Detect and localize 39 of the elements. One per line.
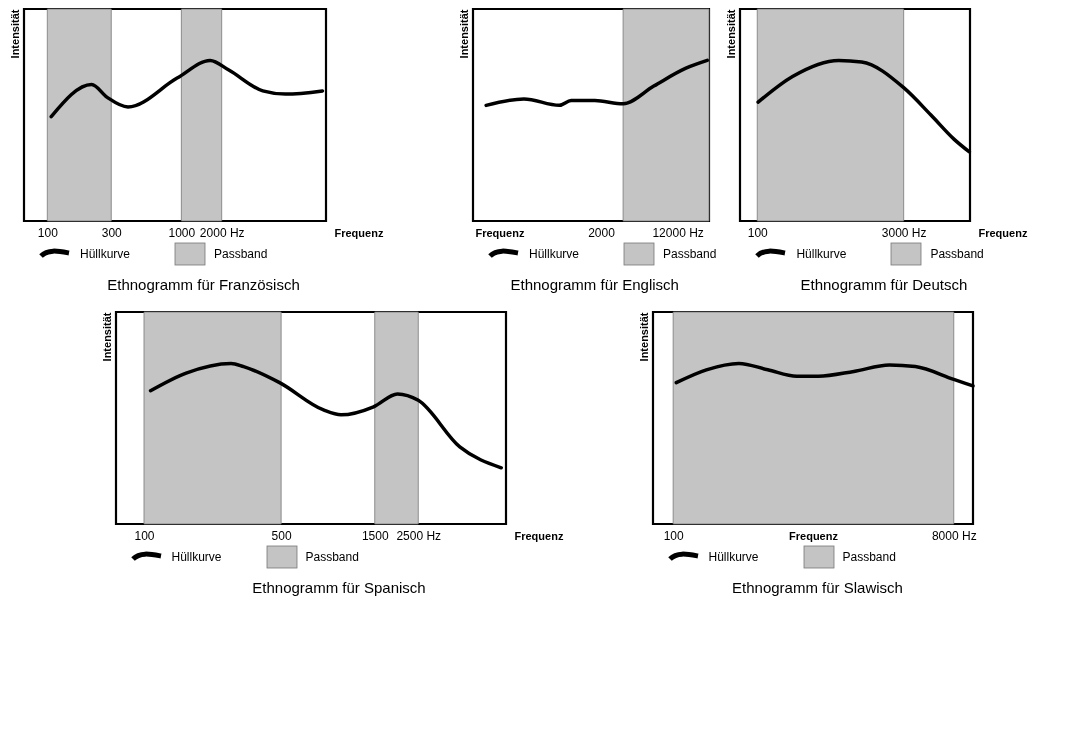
legend-label: Passband <box>305 550 359 564</box>
x-tick-label: 100 <box>133 528 155 543</box>
x-tick-label: 100 <box>663 528 684 543</box>
legend-label: Hüllkurve <box>171 550 222 564</box>
x-tick-label: 1000 <box>168 225 196 240</box>
x-axis-title: Frequenz <box>788 529 838 542</box>
x-tick-label: 500 <box>271 528 292 543</box>
legend-label: Hüllkurve <box>708 550 759 564</box>
legend-label: Hüllkurve <box>80 247 131 261</box>
x-tick-label: 2500 Hz <box>395 528 441 543</box>
text: Ethnogramm für Deutsch <box>799 276 969 293</box>
x-tick-label: 1500 <box>361 528 389 543</box>
y-axis-title: Intensität <box>637 312 649 362</box>
y-axis-title: Intensität <box>724 9 737 59</box>
legend-label: Hüllkurve <box>796 247 847 261</box>
x-tick-label: 100 <box>37 225 59 240</box>
legend-label: Passband <box>930 247 984 261</box>
legend-label: Hüllkurve <box>529 247 580 261</box>
legend-label: Passband <box>663 247 717 261</box>
x-tick-label: 300 <box>101 225 123 240</box>
y-axis-title: Intensität <box>457 9 470 59</box>
x-tick-label: 12000 Hz <box>652 225 704 240</box>
x-tick-label: 100 <box>748 225 769 240</box>
legend-label: Passband <box>214 247 268 261</box>
x-tick-label: 3000 Hz <box>882 225 927 240</box>
legend-label: Passband <box>842 550 896 564</box>
y-axis-title: Intensität <box>100 312 112 362</box>
x-axis-title: Frequenz <box>978 226 1029 239</box>
text: Ethnogramm für Slawisch <box>731 579 904 596</box>
text: Ethnogramm für Spanisch <box>251 579 427 596</box>
x-tick-label: 2000 Hz <box>199 225 245 240</box>
text: Ethnogramm für Englisch <box>509 276 680 293</box>
text: Ethnogramm für Französisch <box>106 276 301 293</box>
y-axis-title: Intensität <box>8 9 21 59</box>
x-axis-title: Frequenz <box>475 226 525 239</box>
x-axis-title: Frequenz <box>334 226 384 239</box>
x-tick-label: 2000 <box>588 225 616 240</box>
x-tick-label: 8000 Hz <box>931 528 977 543</box>
x-axis-title: Frequenz <box>514 529 564 542</box>
